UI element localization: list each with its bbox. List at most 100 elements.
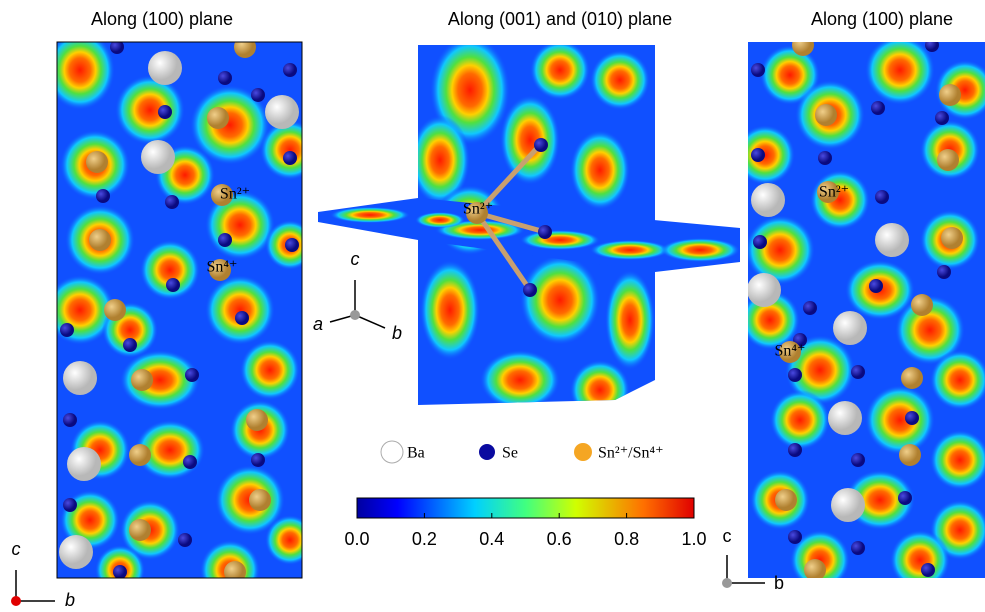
panel-title: Along (100) plane [811, 9, 953, 29]
atom [831, 488, 865, 522]
axis-origin [11, 596, 21, 606]
atom [251, 453, 265, 467]
atom-label: Sn²⁺ [463, 201, 493, 218]
atom [869, 279, 883, 293]
atom [939, 84, 961, 106]
elf-blob [520, 230, 600, 250]
atom [937, 149, 959, 171]
atom [899, 444, 921, 466]
atom [224, 561, 246, 578]
atom [851, 453, 865, 467]
atom [751, 183, 785, 217]
elf-blob [115, 75, 185, 145]
atom [178, 533, 192, 547]
atom [283, 63, 297, 77]
atom [803, 301, 817, 315]
atom [792, 42, 814, 56]
legend-marker [479, 444, 495, 460]
elf-blob [480, 350, 560, 405]
atom [246, 409, 268, 431]
elf-blob [140, 240, 200, 300]
axis-label: c [723, 526, 732, 546]
atom [129, 519, 151, 541]
elf-blob [265, 220, 302, 270]
atom [249, 489, 271, 511]
atom [815, 104, 837, 126]
atom [165, 195, 179, 209]
colorbar-tick-label: 0.0 [344, 529, 369, 549]
atom [265, 95, 299, 129]
atom [63, 361, 97, 395]
elf-blob [530, 45, 590, 100]
elf-blob [260, 120, 302, 180]
atom [96, 189, 110, 203]
atom [285, 238, 299, 252]
atom [183, 455, 197, 469]
elf-blob [420, 260, 480, 360]
atom [129, 444, 151, 466]
atom [131, 369, 153, 391]
atom [89, 229, 111, 251]
atom [251, 88, 265, 102]
atom [534, 138, 548, 152]
legend-label: Ba [407, 445, 425, 462]
atom [207, 107, 229, 129]
elf-blob [760, 45, 820, 105]
legend-marker [574, 443, 592, 461]
elf-blob [590, 50, 650, 110]
axis-origin [722, 578, 732, 588]
atom [833, 311, 867, 345]
elf-blob [770, 390, 830, 450]
atom [110, 42, 124, 54]
atom [748, 273, 781, 307]
atom [104, 299, 126, 321]
elf-blob [205, 275, 275, 345]
legend-label: Se [502, 445, 518, 462]
atom [67, 447, 101, 481]
atom [941, 227, 963, 249]
axis-label: c [351, 249, 360, 269]
atom [925, 42, 939, 52]
atom [148, 51, 182, 85]
colorbar-tick-label: 0.4 [479, 529, 504, 549]
colorbar-tick-label: 0.8 [614, 529, 639, 549]
panel-title: Along (001) and (010) plane [448, 9, 672, 29]
atom [185, 368, 199, 382]
atom [141, 140, 175, 174]
elf-blob [330, 207, 410, 223]
elf-blob [748, 215, 815, 285]
atom [788, 443, 802, 457]
colorbar [356, 497, 695, 519]
atom [466, 202, 488, 224]
elf-blob [748, 125, 795, 185]
atom [523, 283, 537, 297]
atom [804, 559, 826, 578]
atom [123, 338, 137, 352]
colorbar-tick-label: 0.6 [547, 529, 572, 549]
legend-label: Sn²⁺/Sn⁴⁺ [598, 445, 664, 462]
elf-blob [590, 240, 670, 260]
elf-blob [430, 45, 510, 145]
elf-blob [785, 335, 855, 405]
atom [86, 151, 108, 173]
atom [921, 563, 935, 577]
colorbar-tick-label: 1.0 [681, 529, 706, 549]
atom [63, 498, 77, 512]
atom [218, 71, 232, 85]
atom [753, 235, 767, 249]
elf-blob [418, 115, 470, 205]
right-map [748, 42, 985, 578]
atom [898, 491, 912, 505]
elf-blob [520, 255, 600, 345]
elf-blob [190, 85, 270, 165]
axis-label: b [65, 590, 75, 610]
atom [60, 323, 74, 337]
elf-blob [895, 295, 965, 365]
atom [751, 148, 765, 162]
atom [871, 101, 885, 115]
elf-blob [265, 515, 302, 565]
axis-label: b [774, 573, 784, 593]
atom [828, 401, 862, 435]
elf-blob [120, 350, 200, 410]
atom [901, 367, 923, 389]
